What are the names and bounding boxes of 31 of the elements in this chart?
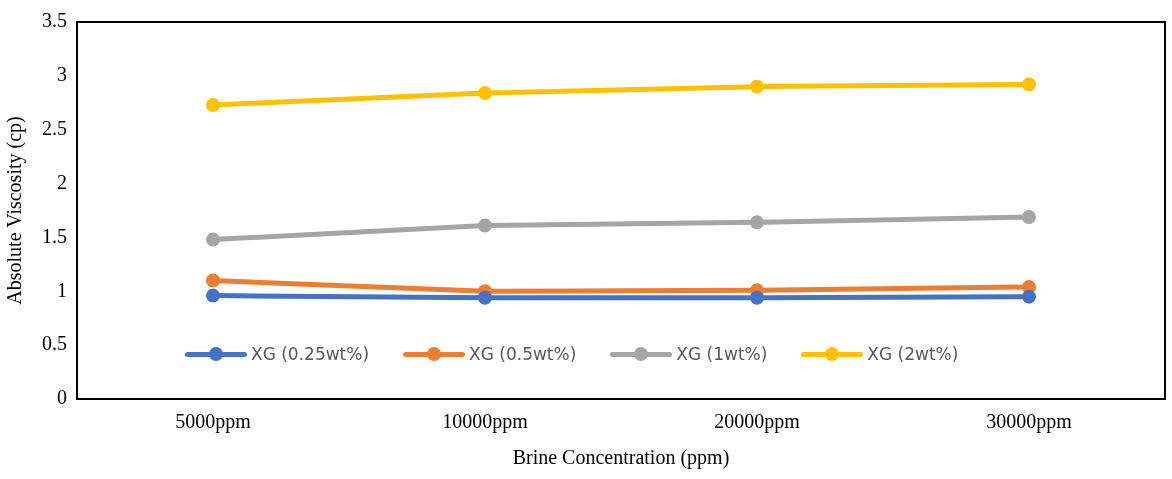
legend-label: XG (1wt%) <box>676 344 768 365</box>
y-tick-label: 1.5 <box>42 224 67 247</box>
y-tick-label: 3 <box>57 63 67 86</box>
x-tick-label: 10000ppm <box>442 410 529 434</box>
point <box>478 86 492 101</box>
point <box>478 218 492 233</box>
point <box>1022 289 1036 304</box>
legend-label: XG (0.25wt%) <box>251 344 370 365</box>
legend-label: XG (0.5wt%) <box>469 344 577 365</box>
point <box>206 273 220 288</box>
y-tick-label: 3.5 <box>42 9 67 32</box>
x-axis-title: Brine Concentration (ppm) <box>512 446 730 470</box>
point <box>750 290 764 305</box>
point <box>206 288 220 303</box>
point <box>1022 77 1036 92</box>
y-tick-label: 1 <box>57 278 67 301</box>
legend-label: XG (2wt%) <box>867 344 959 365</box>
y-tick-label: 0 <box>57 386 67 409</box>
point <box>750 215 764 230</box>
point <box>1022 209 1036 224</box>
x-tick-label: 5000ppm <box>175 410 252 434</box>
x-tick-label: 30000ppm <box>986 410 1073 434</box>
y-axis-title: Absolute Viscosity (cp) <box>3 116 27 305</box>
point <box>206 232 220 247</box>
y-tick-label: 2.5 <box>42 116 67 139</box>
point <box>750 79 764 94</box>
y-tick-label: 0.5 <box>42 332 67 355</box>
point <box>206 97 220 112</box>
x-tick-label: 20000ppm <box>714 410 801 434</box>
point <box>478 290 492 305</box>
y-tick-label: 2 <box>57 170 67 193</box>
